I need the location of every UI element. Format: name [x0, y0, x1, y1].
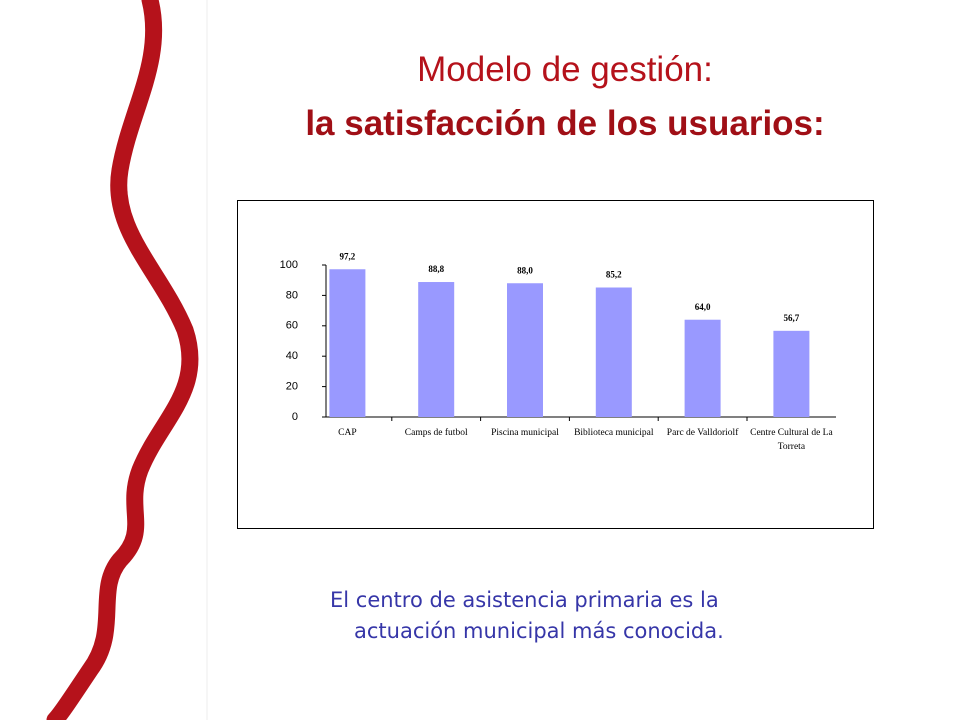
bar: [595, 287, 632, 417]
caption-line: actuación municipal más conocida.: [354, 619, 724, 643]
chart-frame: 0 20 40 60 80 100 97,2 88,8 88,0 85,2 64,0 56,7 CAP…: [237, 200, 874, 529]
bar: [418, 282, 455, 417]
x-tick-label: Centre Cultural de La Torreta: [750, 428, 833, 452]
bar: [329, 269, 366, 417]
value-label: 64,0: [695, 302, 711, 312]
bar: [684, 319, 721, 417]
y-tick-label: 80: [286, 289, 298, 301]
value-label: 97,2: [340, 251, 356, 261]
caption-line: El centro de asistencia primaria es la: [330, 588, 719, 612]
x-tick-label: Camps de futbol: [404, 428, 468, 438]
value-label: 88,0: [517, 265, 533, 275]
x-tick-label: Piscina municipal: [491, 428, 559, 438]
bar: [507, 283, 543, 417]
value-label: 56,7: [784, 313, 800, 323]
y-tick-label: 20: [286, 381, 298, 393]
y-tick-label: 60: [286, 320, 298, 332]
chart: 0 20 40 60 80 100 97,2 88,8 88,0 85,2 64,0 56,7: [280, 251, 836, 423]
x-tick-label: Biblioteca municipal: [574, 428, 654, 438]
x-tick-label: Parc de Valldoriolf: [666, 428, 739, 438]
y-tick-label: 100: [280, 259, 298, 271]
value-label: 85,2: [606, 270, 622, 280]
x-tick-label: CAP: [338, 428, 357, 438]
y-tick-label: 40: [286, 350, 298, 362]
bar: [773, 330, 810, 417]
subtitle: la satisfacción de los usuarios:: [305, 104, 825, 143]
title: Modelo de gestión:: [417, 50, 713, 89]
y-tick-label: 0: [292, 411, 298, 423]
value-label: 88,8: [428, 264, 444, 274]
